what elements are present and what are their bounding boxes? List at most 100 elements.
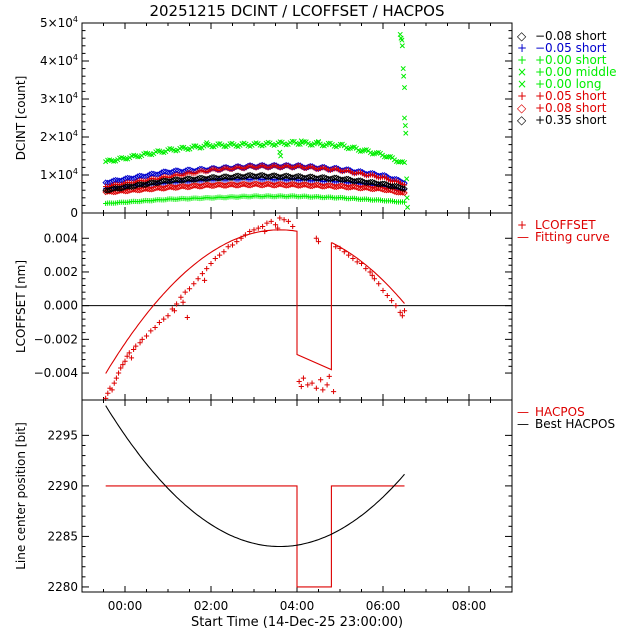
legend-label: LCOFFSET — [535, 218, 596, 232]
data-point — [139, 336, 145, 342]
legend-label: +0.05 short — [535, 89, 607, 103]
data-point — [190, 182, 198, 189]
data-point — [363, 184, 370, 191]
data-point — [124, 353, 130, 359]
y-tick-label: 0.000 — [44, 299, 78, 313]
data-point — [326, 373, 332, 380]
data-point — [154, 184, 162, 191]
data-point — [128, 355, 135, 361]
data-point — [351, 183, 358, 190]
data-point — [234, 172, 242, 179]
data-point — [123, 156, 129, 162]
green-outliers — [204, 31, 411, 210]
data-point — [234, 239, 240, 245]
data-point — [215, 141, 221, 147]
data-point — [313, 181, 320, 189]
data-point — [403, 130, 409, 136]
legend-label: Best HACPOS — [535, 417, 615, 431]
data-point — [404, 195, 410, 201]
data-point — [105, 390, 111, 396]
data-point — [266, 181, 274, 188]
data-point — [391, 188, 398, 195]
data-point — [339, 182, 346, 190]
x-tick-label: 08:00 — [452, 599, 487, 613]
data-point — [168, 183, 176, 191]
data-point — [401, 85, 408, 91]
data-point — [307, 142, 313, 148]
data-point — [325, 140, 331, 146]
series--0-08-short — [102, 180, 408, 197]
data-point — [337, 141, 343, 147]
data-point — [201, 277, 208, 283]
data-point — [166, 183, 174, 191]
data-point — [178, 294, 184, 300]
data-point — [228, 181, 236, 188]
data-point — [369, 151, 375, 157]
legend-symbol: ◇ — [517, 29, 527, 43]
legend-symbol: + — [517, 53, 527, 67]
y-tick-exponent: 4 — [73, 91, 78, 100]
data-point — [397, 31, 403, 37]
data-point — [268, 172, 276, 180]
data-point — [184, 314, 190, 321]
data-point — [376, 281, 382, 287]
x-tick-label: 02:00 — [194, 599, 229, 613]
data-point — [238, 235, 244, 241]
data-point — [315, 239, 322, 245]
data-point — [399, 313, 405, 319]
data-point — [285, 218, 291, 225]
data-point — [401, 308, 408, 314]
legend-symbol: + — [517, 41, 527, 55]
data-point — [124, 183, 131, 190]
data-point — [133, 343, 139, 349]
data-point — [240, 180, 248, 188]
legend-symbol: × — [517, 77, 527, 91]
data-point — [401, 185, 408, 192]
data-point — [172, 176, 180, 183]
data-point — [120, 362, 126, 368]
y-tick-label: 0 — [70, 206, 78, 220]
data-point — [311, 174, 318, 182]
data-point — [109, 387, 115, 393]
data-point — [320, 387, 326, 393]
series--0-00-long — [103, 138, 408, 166]
data-point — [118, 365, 124, 371]
data-point — [341, 249, 347, 255]
data-point — [337, 182, 344, 190]
data-point — [260, 223, 266, 230]
data-point — [254, 181, 262, 188]
data-point — [277, 215, 283, 221]
data-point — [278, 181, 286, 188]
data-point — [156, 319, 162, 326]
data-point — [268, 218, 274, 225]
data-point — [333, 244, 339, 250]
data-point — [264, 180, 272, 188]
data-point — [298, 383, 304, 390]
data-point — [180, 183, 188, 190]
series--0-35-short — [102, 171, 408, 194]
legend-label: +0.08 short — [535, 101, 607, 115]
legend-label: +0.35 short — [535, 113, 607, 127]
data-point — [369, 272, 375, 278]
y-axis-label: DCINT [count] — [14, 76, 28, 161]
legend-label: −0.05 short — [535, 41, 607, 55]
data-point — [196, 174, 204, 182]
data-point — [120, 187, 127, 194]
data-point — [300, 181, 308, 188]
data-point — [401, 73, 407, 79]
chart-title: 20251215 DCINT / LCOFFSET / HACPOS — [149, 2, 444, 20]
y-tick-label: 3×104 — [40, 91, 78, 106]
data-point — [156, 184, 164, 192]
data-point — [292, 181, 300, 189]
data-point — [246, 171, 254, 179]
y-tick-exponent: 4 — [73, 53, 78, 62]
legend-label: HACPOS — [535, 405, 585, 419]
data-point — [353, 183, 360, 191]
legend-symbol: ◇ — [517, 101, 527, 115]
data-point — [277, 149, 283, 155]
y-tick-label: 0.002 — [44, 265, 78, 279]
data-point — [179, 144, 185, 150]
legend-symbol: + — [517, 89, 527, 103]
data-point — [244, 172, 252, 179]
data-point — [135, 154, 141, 160]
